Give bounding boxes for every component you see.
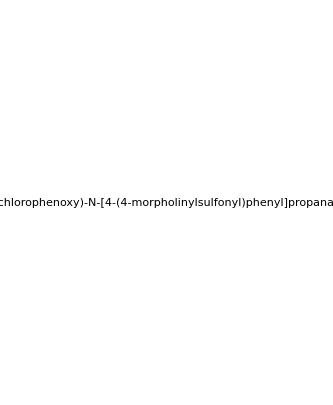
Text: 2-(2-chlorophenoxy)-N-[4-(4-morpholinylsulfonyl)phenyl]propanamide: 2-(2-chlorophenoxy)-N-[4-(4-morpholinyls… bbox=[0, 198, 333, 207]
